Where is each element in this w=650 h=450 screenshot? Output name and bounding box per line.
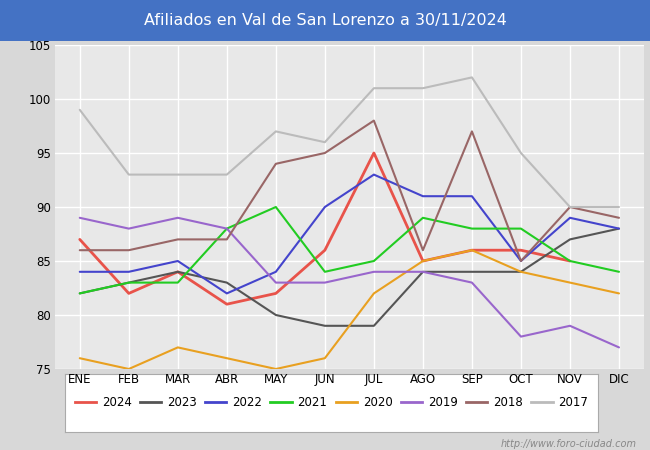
Text: Afiliados en Val de San Lorenzo a 30/11/2024: Afiliados en Val de San Lorenzo a 30/11/… [144,13,506,28]
Text: http://www.foro-ciudad.com: http://www.foro-ciudad.com [501,439,637,449]
Legend: 2024, 2023, 2022, 2021, 2020, 2019, 2018, 2017: 2024, 2023, 2022, 2021, 2020, 2019, 2018… [71,393,592,413]
